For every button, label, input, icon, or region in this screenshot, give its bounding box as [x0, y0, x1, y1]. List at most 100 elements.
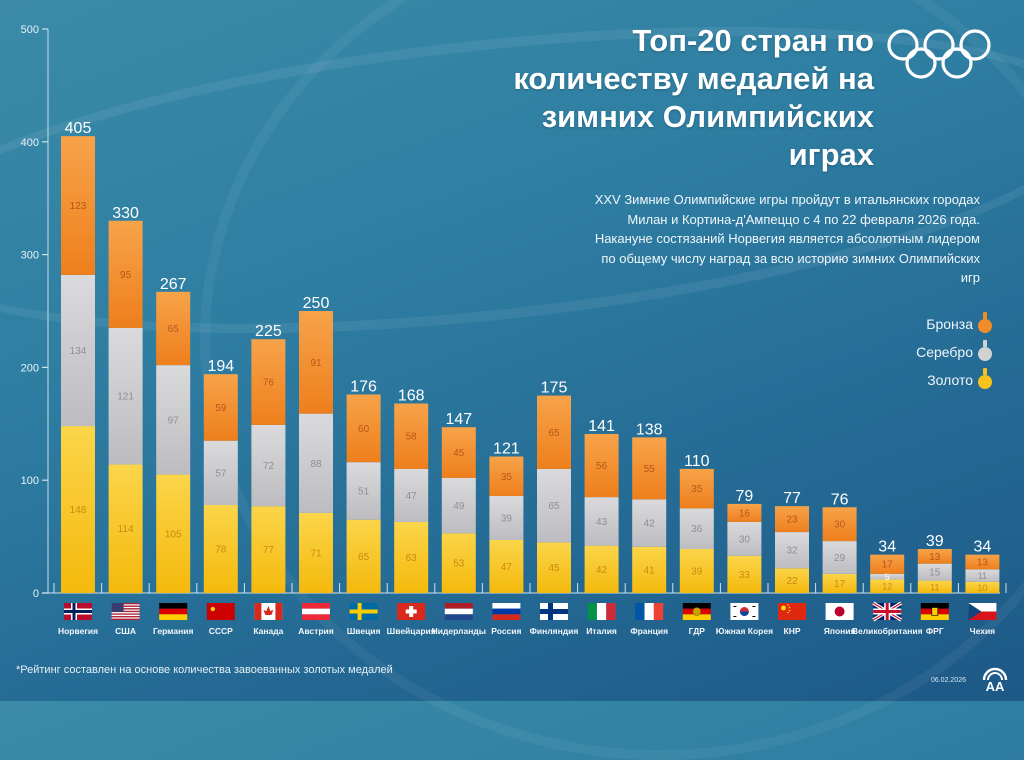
segment-value-label: 13	[929, 552, 941, 563]
bar-segment-gold	[489, 539, 524, 593]
flag-part	[968, 611, 997, 620]
flag-part	[111, 603, 140, 605]
japan-flag-icon	[825, 603, 854, 620]
bar-segment-silver	[61, 274, 95, 427]
flag-part	[644, 603, 654, 620]
bar-segment-gold	[251, 506, 286, 593]
segment-value-label: 63	[406, 553, 418, 564]
segment-value-label: 72	[263, 461, 275, 472]
country-label: Швеция	[347, 626, 381, 636]
bar-group-15: 22 32 23 77	[775, 490, 809, 593]
bar-segment-gold	[679, 549, 714, 593]
flag-part	[111, 610, 140, 613]
segment-value-label: 59	[215, 403, 227, 414]
flag-part	[302, 603, 330, 609]
segment-value-label: 53	[453, 559, 465, 570]
bar-segment-gold	[61, 426, 95, 593]
gold-medal-icon	[978, 368, 992, 389]
flag-part	[653, 603, 664, 620]
bar-segment-gold	[584, 545, 619, 593]
flag-part	[111, 617, 140, 619]
flag-part	[159, 614, 188, 620]
segment-value-label: 35	[691, 484, 703, 495]
flag-part	[405, 609, 417, 614]
y-tick-label: 0	[33, 588, 39, 600]
bar-total-label: 405	[65, 120, 92, 137]
segment-value-label: 95	[120, 270, 132, 281]
bar-group-5: 71 88 91 250	[299, 295, 333, 593]
flag-part	[302, 608, 330, 615]
country-label: ГДР	[689, 626, 706, 636]
segment-value-label: 17	[834, 579, 846, 590]
segment-value-label: 39	[691, 567, 703, 578]
segment-value-label: 45	[453, 448, 465, 459]
bar-segment-bronze	[203, 374, 238, 441]
flag-part	[263, 606, 274, 615]
flag-part	[492, 603, 521, 609]
bar-segment-bronze	[584, 433, 619, 498]
bar-group-8: 53 49 45 147	[441, 411, 476, 593]
bar-segment-bronze	[489, 456, 524, 496]
bar-segment-bronze	[679, 468, 714, 509]
segment-value-label: 114	[118, 524, 134, 535]
flag-part	[733, 606, 737, 607]
flag-part	[920, 603, 949, 609]
flag-part	[210, 606, 215, 612]
country-label: СССР	[209, 626, 233, 636]
bar-segment-silver	[441, 477, 476, 534]
flag-part	[64, 610, 92, 613]
bar-segment-gold	[203, 505, 238, 593]
bar-segment-bronze	[61, 136, 95, 275]
segment-value-label: 30	[739, 534, 751, 545]
bar-total-label: 141	[588, 418, 615, 435]
china-flag-icon	[778, 603, 806, 620]
bar-total-label: 250	[303, 295, 330, 312]
flag-part	[492, 608, 521, 615]
publish-date: 06.02.2026	[930, 677, 966, 684]
bar-segment-gold	[727, 555, 762, 593]
bar-segment-silver	[299, 413, 333, 513]
flag-part	[444, 608, 473, 615]
usa-flag-icon	[111, 603, 140, 620]
bar-total-label: 110	[684, 453, 710, 470]
france-flag-icon	[635, 603, 664, 620]
silver-medal-icon	[978, 340, 992, 361]
bar-segment-bronze	[108, 220, 143, 328]
segment-value-label: 42	[596, 565, 608, 576]
bar-segment-gold	[822, 573, 857, 593]
country-label: КНР	[784, 626, 801, 636]
bar-segment-bronze	[251, 339, 286, 425]
segment-value-label: 65	[168, 324, 180, 335]
bar-segment-bronze	[870, 554, 905, 574]
segment-value-label: 41	[644, 565, 656, 576]
bar-total-label: 267	[160, 276, 187, 293]
segment-value-label: 22	[786, 576, 798, 587]
flag-part	[540, 609, 568, 614]
flag-part	[302, 614, 330, 620]
flag-part	[587, 603, 597, 620]
flag-part	[682, 603, 711, 609]
flag-part	[111, 616, 140, 618]
bar-segment-gold	[108, 464, 143, 593]
canada-flag-icon	[254, 603, 283, 620]
bar-segment-silver	[346, 462, 381, 520]
segment-value-label: 148	[70, 505, 87, 516]
bar-total-label: 175	[541, 380, 568, 397]
bar-total-label: 168	[398, 387, 425, 404]
bar-total-label: 138	[636, 421, 663, 438]
legend-item-gold: Золото	[916, 366, 992, 394]
flag-part	[968, 603, 997, 612]
country-label: Япония	[824, 626, 856, 636]
footnote: *Рейтинг составлен на основе количества …	[16, 664, 393, 676]
bar-segment-gold	[394, 521, 429, 593]
country-label: Австрия	[298, 626, 333, 636]
segment-value-label: 13	[977, 557, 989, 568]
flag-part	[275, 603, 283, 620]
segment-value-label: 17	[882, 560, 894, 571]
netherlands-flag-icon	[444, 603, 473, 620]
bar-segment-gold	[537, 542, 571, 593]
flag-part	[739, 611, 749, 616]
svg-text:AA: AA	[986, 679, 1005, 694]
flag-part	[492, 614, 521, 620]
